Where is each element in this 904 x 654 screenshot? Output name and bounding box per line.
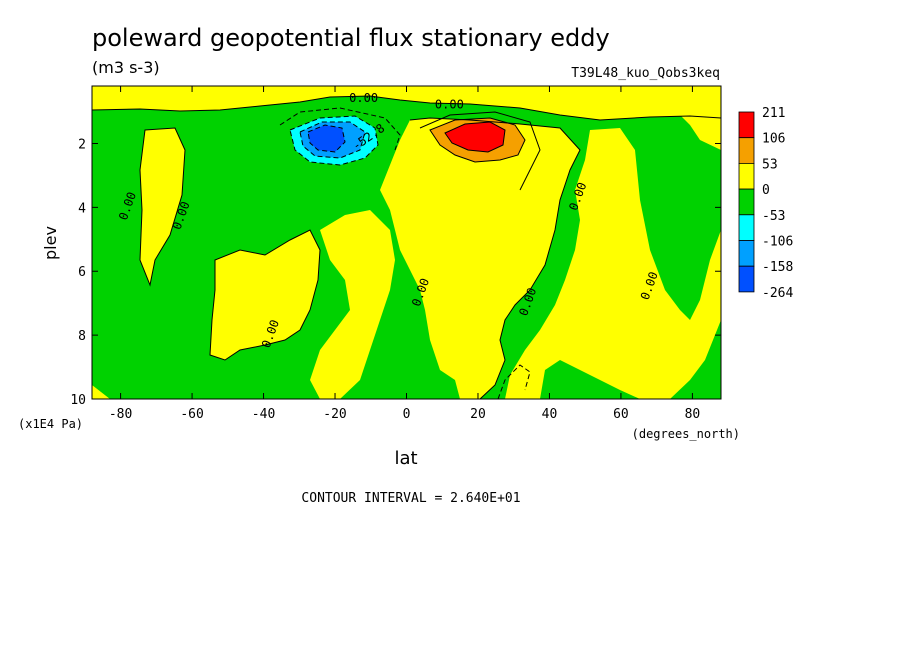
y-tick-label: 10 [70, 393, 86, 408]
chart-title: poleward geopotential flux stationary ed… [92, 24, 610, 52]
positive-region [310, 210, 395, 399]
colorbar-swatch [738, 137, 755, 164]
plot-area: 0.00 0.00-52.80.00 0.000.000.00 0.000.000.0… [70, 85, 722, 422]
colorbar-swatch [738, 111, 755, 139]
colorbar: 211 106 53 0 -53 -106 -158 -264 [738, 106, 793, 301]
x-tick-label: -60 [180, 407, 203, 422]
units-label: (m3 s-3) [92, 58, 160, 77]
y-axis-label: plev [41, 226, 60, 260]
positive-region [92, 385, 110, 399]
x-units-label: (degrees_north) [632, 427, 740, 441]
positive-region [210, 230, 320, 360]
colorbar-level-label: 106 [762, 132, 785, 147]
y-units-label: (x1E4 Pa) [18, 417, 83, 431]
colorbar-level-label: -158 [762, 260, 793, 275]
colorbar-level-label: 53 [762, 157, 778, 172]
colorbar-swatch [738, 162, 755, 190]
positive-region [505, 128, 721, 399]
positive-region [92, 86, 721, 120]
positive-region [680, 115, 721, 150]
colorbar-level-label: -264 [762, 286, 793, 301]
contour-label: 0.00 [435, 97, 464, 111]
maximum-core [445, 122, 505, 152]
x-tick-label: -40 [252, 407, 275, 422]
colorbar-level-label: -53 [762, 209, 785, 224]
run-label: T39L48_kuo_Qobs3keq [571, 66, 720, 81]
x-tick-label: 60 [613, 407, 629, 422]
x-tick-label: 80 [685, 407, 701, 422]
colorbar-level-label: 0 [762, 183, 770, 198]
colorbar-swatch [738, 265, 755, 293]
x-tick-label: 0 [403, 407, 411, 422]
minimum-core [308, 125, 345, 152]
y-tick-label: 4 [78, 201, 86, 216]
colorbar-level-label: -106 [762, 235, 793, 250]
y-tick-label: 8 [78, 329, 86, 344]
x-tick-label: -80 [109, 407, 132, 422]
x-axis-label: lat [394, 448, 417, 469]
y-tick-label: 2 [78, 137, 86, 152]
positive-region [380, 118, 580, 399]
colorbar-level-label: 211 [762, 106, 785, 121]
contour-interval: CONTOUR INTERVAL = 2.640E+01 [301, 491, 520, 506]
y-tick-label: 6 [78, 265, 86, 280]
x-tick-label: 40 [542, 407, 558, 422]
x-tick-label: 20 [470, 407, 486, 422]
colorbar-swatch [738, 214, 755, 241]
positive-region [140, 128, 185, 285]
zero-contours [92, 95, 721, 399]
colorbar-swatch [738, 240, 755, 267]
colorbar-swatch [738, 188, 755, 216]
contour-label: 0.00 [349, 91, 378, 105]
negative-contours [279, 107, 531, 399]
positive-contours [419, 111, 541, 191]
x-tick-label: -20 [323, 407, 346, 422]
